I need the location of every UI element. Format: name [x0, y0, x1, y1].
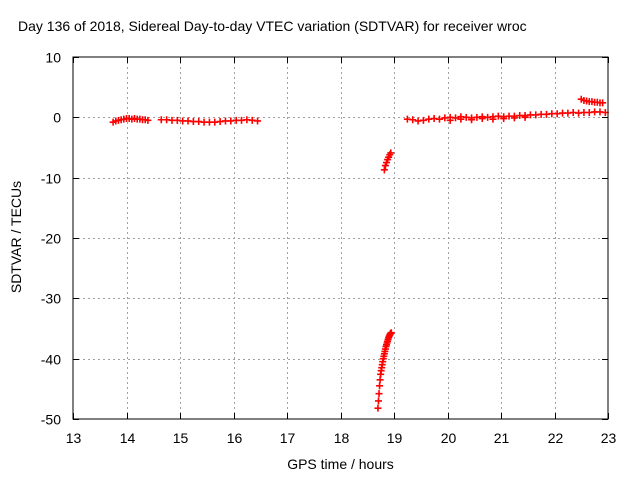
chart-title: Day 136 of 2018, Sidereal Day-to-day VTE…: [18, 18, 527, 34]
data-point: [468, 116, 476, 124]
y-tick-label: -30: [41, 291, 61, 307]
data-point: [380, 166, 388, 174]
x-tick-label: 23: [601, 430, 617, 446]
y-tick-label: -40: [41, 352, 61, 368]
points-layer: [109, 95, 609, 412]
x-tick-label: 22: [548, 430, 564, 446]
data-point: [500, 115, 508, 123]
x-tick-label: 21: [494, 430, 510, 446]
series-segment-7: [577, 95, 607, 107]
x-tick-label: 15: [173, 430, 189, 446]
x-tick-label: 19: [387, 430, 403, 446]
data-point: [435, 115, 443, 123]
data-point: [457, 115, 465, 123]
x-tick-label: 14: [120, 430, 136, 446]
data-point: [144, 116, 152, 124]
series-segment-2: [157, 116, 262, 126]
series-segment-6: [446, 113, 529, 124]
data-point: [478, 115, 486, 123]
data-point: [419, 116, 427, 124]
data-point: [489, 115, 497, 123]
y-tick-label: -10: [41, 171, 61, 187]
series-segment-5: [403, 108, 609, 125]
data-point: [446, 116, 454, 124]
data-point: [521, 113, 529, 121]
x-tick-label: 18: [334, 430, 350, 446]
y-tick-label: 0: [53, 110, 61, 126]
x-tick-label: 17: [280, 430, 296, 446]
x-tick-label: 16: [227, 430, 243, 446]
data-point: [452, 114, 460, 122]
data-point: [375, 390, 383, 398]
y-tick-label: 10: [45, 50, 61, 66]
data-point: [374, 397, 382, 405]
series-segment-1: [109, 115, 152, 126]
plot-frame: [72, 56, 609, 420]
data-point: [374, 404, 382, 412]
data-point: [387, 149, 395, 157]
grid-layer: [73, 57, 608, 419]
series-segment-4: [374, 329, 395, 412]
data-point: [409, 116, 417, 124]
series-segment-3: [380, 149, 395, 174]
x-axis-label: GPS time / hours: [287, 456, 394, 472]
y-tick-label: -20: [41, 231, 61, 247]
data-point: [387, 329, 395, 337]
y-tick-label: -50: [41, 412, 61, 428]
data-point: [599, 99, 607, 107]
data-point: [254, 117, 262, 125]
data-point: [376, 382, 384, 390]
x-tick-label: 13: [66, 430, 82, 446]
data-point: [510, 114, 518, 122]
x-tick-label: 20: [441, 430, 457, 446]
axes-layer: 13 14 15 16 17 18 19 20 21 22 23 10 0 -10 -20 -30 -40 -50: [41, 50, 617, 447]
